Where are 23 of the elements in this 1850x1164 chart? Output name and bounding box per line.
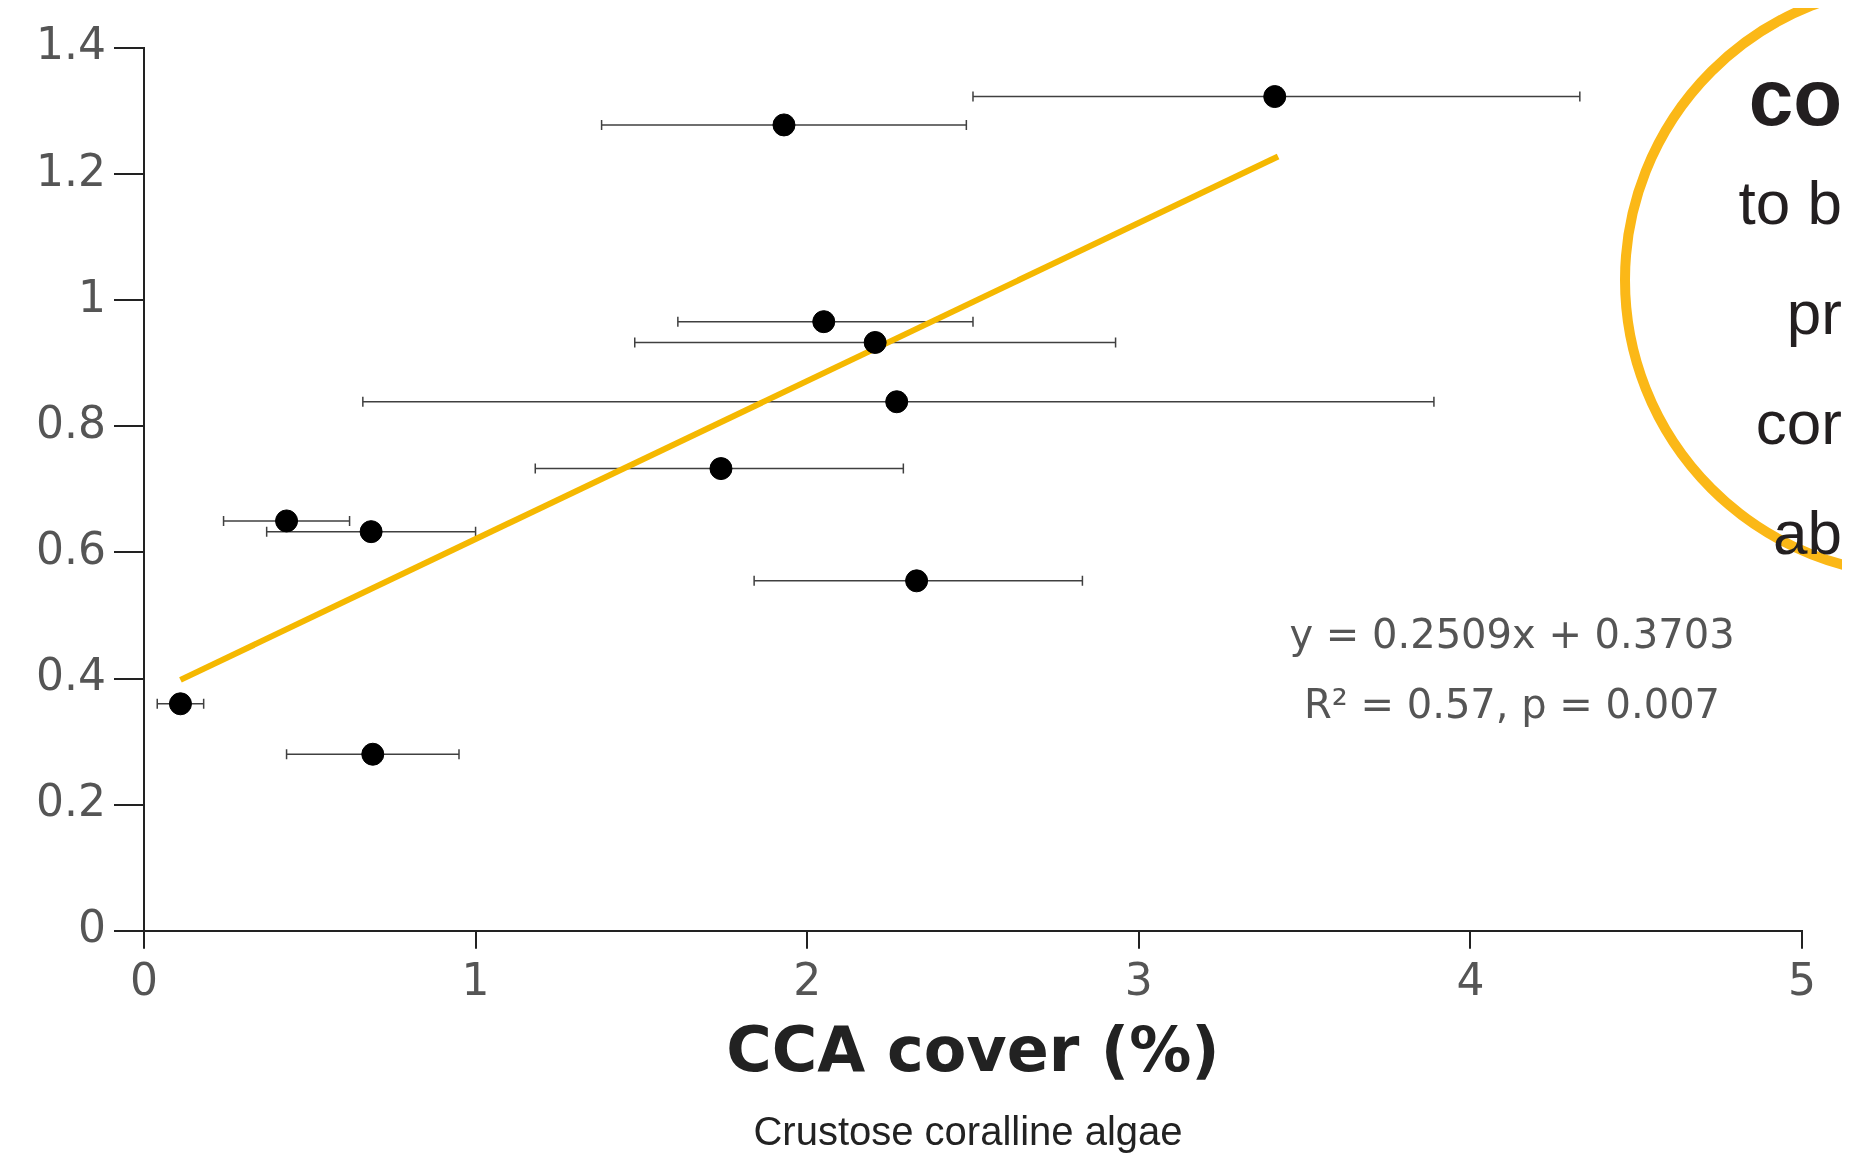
annotation: y = 0.2509x + 0.3703 [1289,611,1735,658]
y-tick-label: 1 [77,270,106,322]
x-axis-title: CCA cover (%) [726,1012,1220,1086]
x-tick-label: 5 [1788,953,1816,1005]
x-tick-label: 4 [1456,953,1485,1005]
annotation: ab [1772,497,1842,569]
annotation: cor [1754,387,1842,459]
y-tick-label: 1.4 [35,18,106,70]
x-tick-label: 1 [461,953,490,1005]
y-tick-label: 0.2 [35,775,106,827]
annotation: R² = 0.57, p = 0.007 [1303,681,1721,728]
x-tick-label: 0 [129,953,158,1005]
y-tick-label: 1.2 [35,144,106,196]
y-tick-label: 0.8 [35,396,106,448]
y-tick-label: 0.4 [35,649,106,701]
y-tick-label: 0 [77,901,106,953]
x-tick-label: 3 [1124,953,1153,1005]
y-tick-label: 0.6 [35,522,106,574]
annotation: to b [1737,167,1842,239]
annotation: pr [1785,277,1842,349]
text: Crustose coralline algae [753,1109,1183,1154]
x-tick-label: 2 [793,953,822,1005]
annotation: co [1747,52,1842,144]
